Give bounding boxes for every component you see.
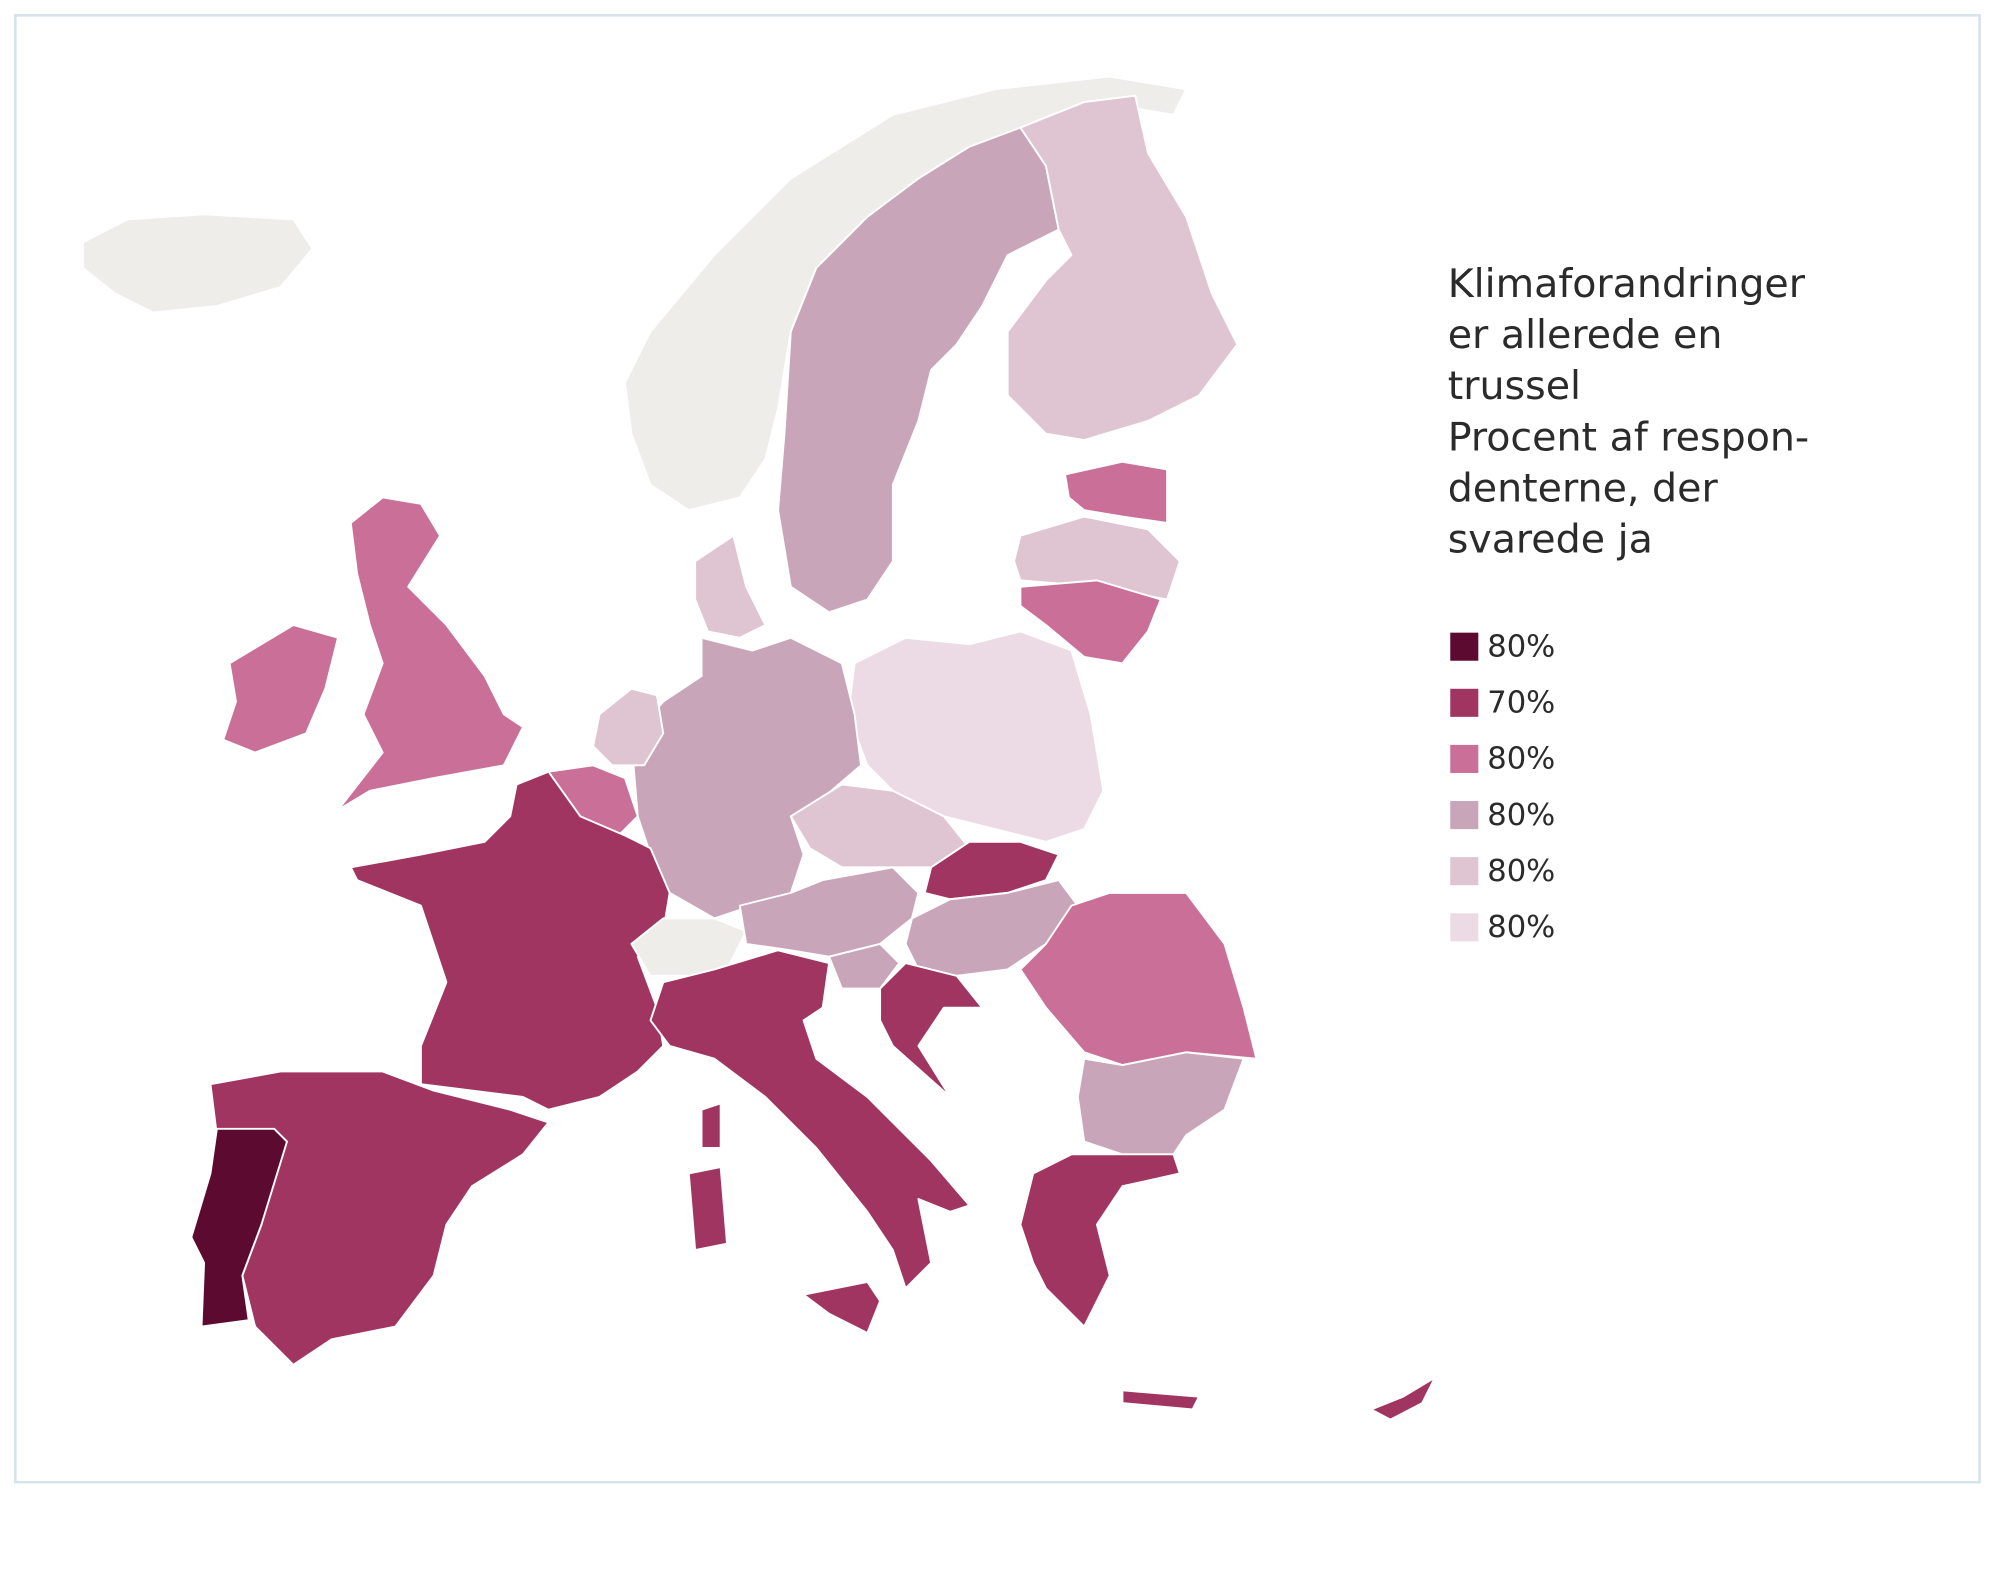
country bbox=[694, 534, 767, 639]
country bbox=[190, 1127, 288, 1328]
country bbox=[1019, 579, 1162, 665]
country bbox=[1019, 891, 1258, 1067]
legend-swatch bbox=[1450, 632, 1479, 661]
country bbox=[1370, 1376, 1436, 1421]
country bbox=[923, 840, 1060, 901]
country bbox=[1013, 515, 1181, 601]
country bbox=[349, 770, 671, 1111]
legend-subtitle: svarede ja bbox=[1448, 516, 1653, 562]
country bbox=[649, 949, 971, 1290]
legend-swatch bbox=[1450, 857, 1479, 886]
countries bbox=[81, 75, 1436, 1421]
legend-label: 70% bbox=[1487, 686, 1555, 721]
legend-title: Klimaforandringer bbox=[1448, 261, 1806, 307]
legend-label: 80% bbox=[1487, 798, 1555, 833]
country bbox=[592, 687, 665, 767]
country bbox=[1006, 94, 1239, 442]
legend-label: 80% bbox=[1487, 854, 1555, 889]
country bbox=[1076, 1051, 1245, 1156]
legend-label: 80% bbox=[1487, 742, 1555, 777]
country bbox=[847, 630, 1105, 843]
legend-swatch bbox=[1450, 688, 1479, 717]
country bbox=[222, 624, 339, 754]
country bbox=[1019, 1153, 1181, 1328]
country bbox=[828, 942, 901, 990]
legend-swatch bbox=[1450, 801, 1479, 830]
country bbox=[81, 213, 314, 314]
legend-label: 80% bbox=[1487, 910, 1555, 945]
legend-swatch bbox=[1450, 913, 1479, 942]
country bbox=[777, 126, 1060, 614]
legend-title: er allerede en bbox=[1448, 312, 1723, 358]
country bbox=[700, 1102, 722, 1149]
legend: Klimaforandringer er allerede en trussel Pr… bbox=[1448, 261, 1810, 945]
legend-label: 80% bbox=[1487, 629, 1555, 664]
country bbox=[802, 1280, 882, 1334]
legend-swatch bbox=[1450, 744, 1479, 773]
legend-subtitle: Procent af respon- bbox=[1448, 414, 1810, 460]
legend-subtitle: denterne, der bbox=[1448, 465, 1719, 511]
country bbox=[630, 917, 748, 977]
country bbox=[1121, 1389, 1200, 1411]
country bbox=[687, 1166, 728, 1251]
country bbox=[1064, 460, 1169, 524]
legend-title: trussel bbox=[1448, 363, 1581, 409]
country bbox=[337, 496, 524, 811]
country bbox=[879, 962, 984, 1098]
